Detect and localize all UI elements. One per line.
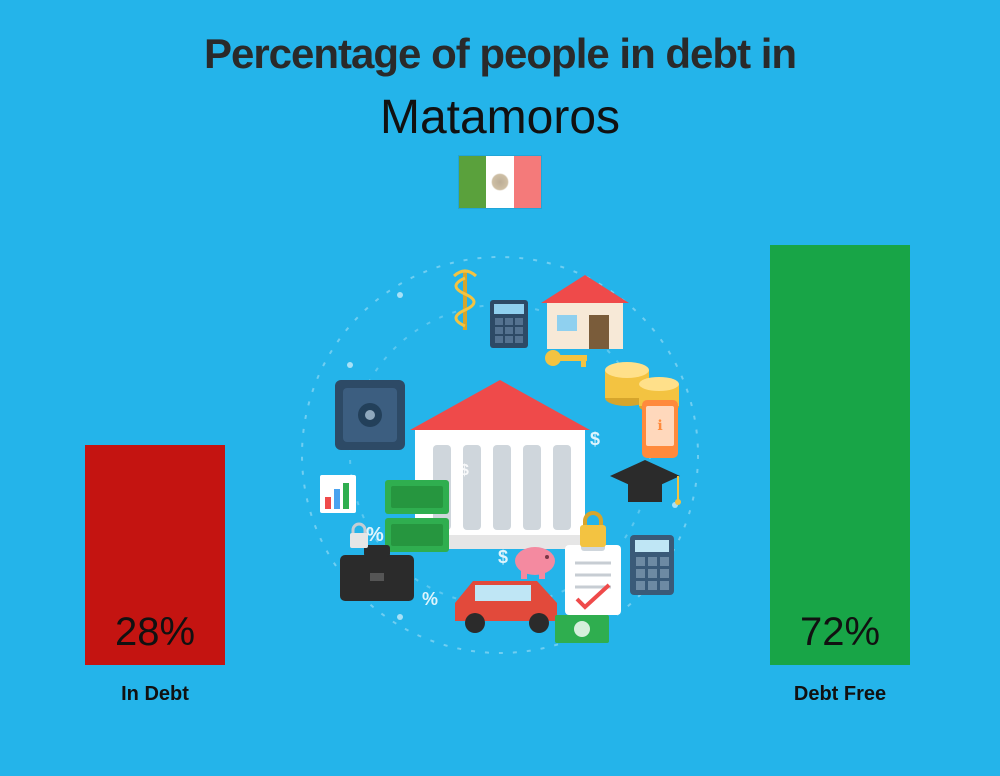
graduation-cap-icon [610, 460, 681, 505]
bar-label: In Debt [121, 683, 189, 706]
flag-emblem-icon [491, 173, 509, 191]
finance-collage-icon: ℹ [290, 245, 710, 665]
flag-stripe-right [514, 156, 541, 208]
caduceus-icon [454, 270, 476, 330]
bar-rect: 28% [85, 445, 225, 665]
piggy-bank-icon [515, 547, 555, 579]
safe-icon [335, 380, 405, 450]
calculator-top-icon [490, 300, 528, 348]
small-lock-icon [350, 524, 368, 548]
svg-text:$: $ [460, 462, 469, 479]
mini-chart-icon [320, 475, 356, 513]
bar-label: Debt Free [794, 683, 886, 706]
bar-value: 28% [115, 610, 195, 655]
clipboard-icon [565, 539, 621, 615]
bar-value: 72% [800, 610, 880, 655]
car-icon [455, 581, 557, 633]
bar-in-debt: 28% In Debt [85, 445, 225, 706]
svg-text:$: $ [498, 547, 508, 567]
key-icon [545, 350, 587, 367]
bill-icon [555, 615, 609, 643]
svg-text:ℹ: ℹ [657, 417, 662, 433]
briefcase-icon [340, 545, 414, 601]
flag-stripe-left [459, 156, 486, 208]
infographic-canvas: Percentage of people in debt in Matamoro… [0, 0, 1000, 776]
bar-debt-free: 72% Debt Free [770, 245, 910, 706]
flag-stripe-middle [486, 156, 513, 208]
svg-text:%: % [366, 524, 384, 546]
page-title: Percentage of people in debt in [0, 30, 1000, 78]
page-subtitle: Matamoros [0, 90, 1000, 145]
calculator-icon [630, 535, 674, 595]
svg-text:$: $ [590, 429, 600, 449]
mexico-flag-icon [458, 155, 542, 209]
lock-icon [580, 513, 606, 547]
svg-text:%: % [422, 589, 438, 609]
bar-rect: 72% [770, 245, 910, 665]
phone-icon: ℹ [642, 400, 678, 458]
house-icon [541, 275, 629, 349]
